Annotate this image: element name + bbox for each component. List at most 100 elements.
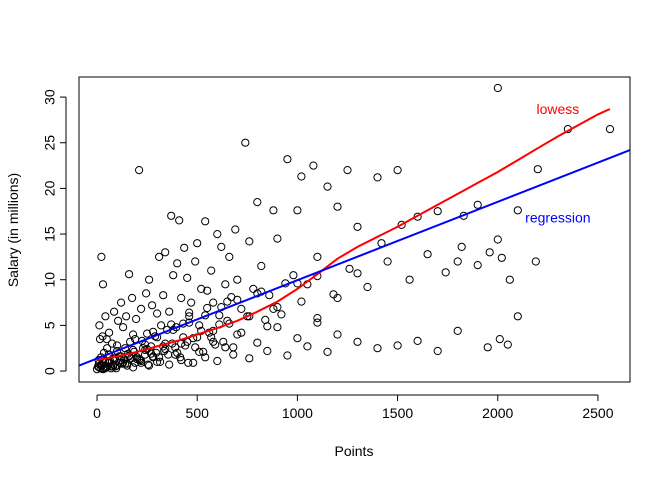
data-point — [149, 327, 158, 336]
data-point — [505, 275, 514, 284]
data-point — [169, 271, 178, 280]
points-layer — [92, 83, 615, 374]
data-point — [142, 289, 151, 298]
data-point — [531, 257, 540, 266]
x-tick-label: 1500 — [382, 405, 413, 421]
data-point — [323, 347, 332, 356]
data-point — [221, 280, 230, 289]
data-point — [323, 182, 332, 191]
data-point — [393, 166, 402, 175]
data-point — [453, 257, 462, 266]
data-point — [237, 304, 246, 313]
data-point — [225, 252, 234, 261]
data-point — [161, 345, 170, 354]
data-point — [203, 286, 212, 295]
data-point — [277, 310, 286, 319]
data-point — [343, 166, 352, 175]
data-point — [132, 314, 141, 324]
data-point — [233, 275, 242, 284]
data-point — [147, 349, 156, 358]
data-point — [483, 343, 492, 352]
data-point — [273, 323, 282, 332]
data-point — [183, 273, 192, 282]
data-point — [263, 322, 272, 331]
data-point — [533, 165, 542, 174]
data-point — [257, 261, 266, 271]
data-point — [129, 330, 138, 339]
data-point — [153, 309, 162, 318]
data-point — [101, 312, 110, 321]
data-point — [108, 339, 117, 348]
y-tick-label: 5 — [42, 321, 58, 329]
data-point — [197, 284, 206, 293]
data-point — [159, 291, 168, 300]
x-tick-label: 2000 — [482, 405, 513, 421]
data-point — [143, 329, 152, 338]
data-point — [117, 298, 126, 307]
data-point — [303, 342, 312, 351]
data-point — [193, 239, 202, 248]
data-point — [241, 138, 250, 147]
data-point — [141, 350, 150, 359]
data-point — [313, 252, 322, 261]
data-point — [191, 343, 200, 352]
data-point — [383, 257, 392, 266]
data-point — [605, 125, 615, 134]
data-point — [175, 216, 184, 225]
data-point — [485, 248, 494, 257]
data-point — [269, 206, 278, 215]
data-point — [113, 346, 122, 356]
data-point — [249, 284, 258, 293]
data-point — [245, 354, 254, 363]
data-point — [109, 362, 118, 371]
y-tick-label: 25 — [42, 135, 58, 151]
data-point — [114, 316, 123, 325]
data-point — [153, 357, 162, 366]
data-point — [423, 250, 432, 259]
lowess-line — [96, 108, 611, 362]
y-tick-label: 30 — [42, 89, 58, 105]
data-point — [263, 346, 272, 356]
data-point — [98, 332, 107, 341]
data-point — [329, 290, 338, 299]
data-point — [373, 344, 382, 353]
data-point — [213, 356, 222, 366]
data-point — [98, 280, 108, 289]
data-point — [313, 318, 322, 327]
data-point — [161, 248, 170, 257]
data-point — [173, 259, 182, 268]
data-point — [297, 297, 306, 306]
data-point — [184, 358, 193, 367]
data-point — [185, 312, 194, 321]
data-point — [353, 222, 362, 231]
data-point — [363, 282, 372, 292]
data-point — [155, 252, 164, 261]
plot-frame — [78, 76, 631, 383]
y-tick-label: 20 — [42, 180, 58, 196]
data-point — [497, 253, 506, 262]
data-point — [473, 261, 482, 270]
data-point — [293, 334, 302, 343]
data-point — [513, 312, 522, 321]
lowess-label: lowess — [536, 101, 579, 117]
data-point — [397, 220, 406, 229]
data-point — [433, 346, 442, 356]
data-point — [195, 321, 204, 330]
data-point — [141, 340, 150, 349]
data-point — [457, 242, 466, 251]
data-point — [129, 363, 138, 372]
fit-lines-layer — [79, 108, 630, 367]
data-point — [503, 340, 512, 349]
data-point — [203, 303, 212, 313]
data-point — [199, 347, 208, 356]
data-point — [513, 206, 522, 215]
data-point — [269, 304, 278, 313]
data-point — [111, 362, 120, 371]
data-point — [155, 353, 164, 362]
data-point — [309, 161, 318, 170]
data-point — [110, 307, 119, 316]
data-point — [185, 318, 194, 327]
data-point — [243, 312, 252, 321]
data-point — [119, 323, 128, 332]
data-point — [413, 336, 422, 345]
